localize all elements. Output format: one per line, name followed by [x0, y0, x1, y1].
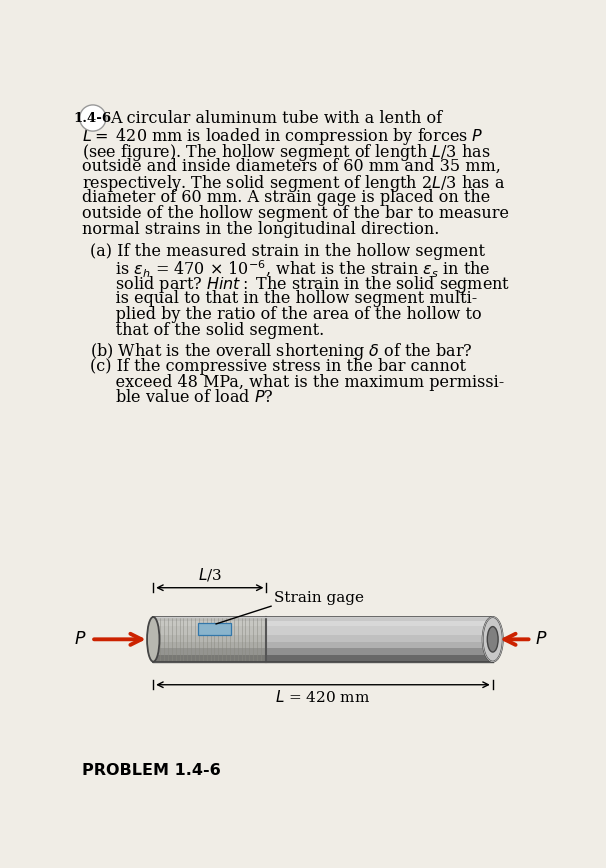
Text: A circular aluminum tube with a lenth of: A circular aluminum tube with a lenth of: [110, 110, 442, 128]
Text: (c) If the compressive stress in the bar cannot: (c) If the compressive stress in the bar…: [90, 358, 465, 375]
Text: normal strains in the longitudinal direction.: normal strains in the longitudinal direc…: [82, 220, 439, 238]
Text: Strain gage: Strain gage: [274, 590, 364, 605]
Text: solid part? $\mathit{Hint:}$ The strain in the solid segment: solid part? $\mathit{Hint:}$ The strain …: [90, 274, 510, 295]
Ellipse shape: [487, 627, 498, 652]
Text: $P$: $P$: [535, 631, 548, 648]
Bar: [153, 641, 493, 648]
Bar: [153, 617, 493, 661]
Bar: [153, 621, 493, 626]
Text: outside and inside diameters of 60 mm and 35 mm,: outside and inside diameters of 60 mm an…: [82, 158, 501, 174]
Text: $P$: $P$: [74, 631, 87, 648]
Ellipse shape: [482, 617, 503, 661]
Bar: [153, 635, 493, 641]
Text: is $\varepsilon_h$ = 470 $\times$ 10$^{-6}$, what is the strain $\varepsilon_s$ : is $\varepsilon_h$ = 470 $\times$ 10$^{-…: [90, 259, 490, 279]
Text: $L$/3: $L$/3: [198, 566, 222, 583]
Circle shape: [79, 105, 106, 131]
Text: plied by the ratio of the area of the hollow to: plied by the ratio of the area of the ho…: [90, 306, 481, 323]
Bar: [153, 655, 493, 661]
Text: that of the solid segment.: that of the solid segment.: [90, 322, 324, 339]
Bar: [153, 626, 493, 635]
Text: (b) What is the overall shortening $\delta$ of the bar?: (b) What is the overall shortening $\del…: [90, 340, 473, 362]
Text: respectively. The solid segment of length 2$L$/3 has a: respectively. The solid segment of lengt…: [82, 174, 505, 194]
Text: (a) If the measured strain in the hollow segment: (a) If the measured strain in the hollow…: [90, 243, 485, 260]
Text: outside of the hollow segment of the bar to measure: outside of the hollow segment of the bar…: [82, 205, 509, 222]
Text: diameter of 60 mm. A strain gage is placed on the: diameter of 60 mm. A strain gage is plac…: [82, 189, 490, 207]
Ellipse shape: [147, 617, 159, 661]
Text: 1.4-6: 1.4-6: [74, 112, 112, 125]
Bar: [153, 617, 267, 661]
Bar: [198, 623, 231, 635]
Text: is equal to that in the hollow segment multi-: is equal to that in the hollow segment m…: [90, 290, 477, 307]
Bar: [153, 617, 493, 621]
Text: PROBLEM 1.4-6: PROBLEM 1.4-6: [82, 762, 221, 778]
Text: $L$ = 420 mm: $L$ = 420 mm: [275, 689, 371, 706]
Bar: [153, 617, 493, 621]
Text: exceed 48 MPa, what is the maximum permissi-: exceed 48 MPa, what is the maximum permi…: [90, 373, 504, 391]
Bar: [153, 617, 493, 661]
Text: ble value of load $P$?: ble value of load $P$?: [90, 390, 273, 406]
Text: (see figure). The hollow segment of length $L$/3 has: (see figure). The hollow segment of leng…: [82, 141, 490, 163]
Text: $L=$ 420 mm is loaded in compression by forces $P$: $L=$ 420 mm is loaded in compression by …: [82, 126, 484, 147]
Bar: [153, 648, 493, 655]
